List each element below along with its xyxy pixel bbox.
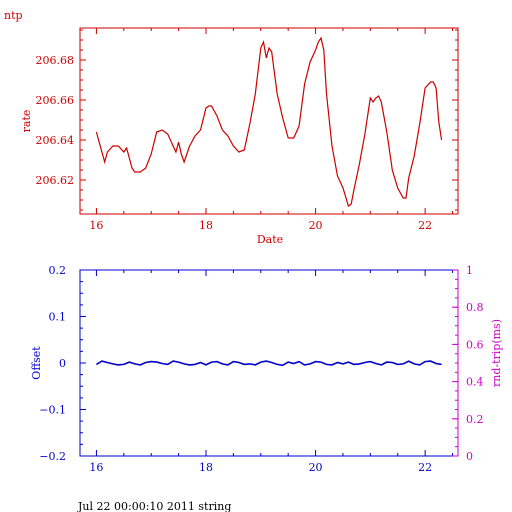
offset-ytick-label: −0.1 — [39, 404, 66, 417]
offset-ticks: 16 18 20 22 −0.2 −0.1 0 0.1 0.2 0 0.2 0.4 0.6 0.8 1 — [39, 264, 483, 474]
rate-xtick-label: 18 — [199, 219, 213, 232]
offset-ytick-label: 0.1 — [49, 311, 67, 324]
footer-timestamp: Jul 22 00:00:10 2011 string — [77, 500, 231, 512]
rate-chart: 16 18 20 22 206.62 206.64 206.66 206.68 Date ra… — [20, 27, 459, 246]
rate-xtick-label: 16 — [89, 219, 103, 232]
rate-ytick-label: 206.66 — [36, 94, 75, 107]
roundtrip-ytick-label: 0 — [466, 450, 473, 463]
rate-ylabel: rate — [20, 110, 33, 133]
offset-xtick-label: 18 — [199, 461, 213, 474]
rate-series-line — [95, 36, 443, 207]
offset-series-line — [95, 360, 442, 367]
offset-xtick-label: 16 — [89, 461, 103, 474]
offset-ytick-label: 0 — [59, 357, 66, 370]
offset-ytick-label: 0.2 — [49, 264, 67, 277]
rate-xtick-label: 22 — [418, 219, 432, 232]
offset-ylabel: Offset — [30, 346, 43, 380]
rate-ytick-label: 206.68 — [36, 54, 75, 67]
roundtrip-ytick-label: 0.2 — [466, 413, 484, 426]
roundtrip-ytick-label: 1 — [466, 264, 473, 277]
offset-xtick-label: 20 — [309, 461, 323, 474]
offset-xtick-label: 22 — [418, 461, 432, 474]
roundtrip-ytick-label: 0.4 — [466, 376, 484, 389]
roundtrip-ytick-label: 0.6 — [466, 338, 484, 351]
roundtrip-ylabel: rnd-trip(ms) — [490, 319, 503, 387]
roundtrip-ytick-label: 0.8 — [466, 301, 484, 314]
rate-xtick-label: 20 — [309, 219, 323, 232]
rate-plot-frame — [79, 27, 459, 215]
offset-chart: 16 18 20 22 −0.2 −0.1 0 0.1 0.2 0 0.2 0.4 0.6 0.8 1 Of… — [30, 264, 503, 474]
offset-plot-frame — [79, 269, 459, 457]
page-title: ntp — [4, 9, 23, 22]
rate-ytick-label: 206.62 — [36, 174, 75, 187]
offset-ytick-label: −0.2 — [39, 450, 66, 463]
rate-ticks: 16 18 20 22 206.62 206.64 206.66 206.68 — [36, 28, 458, 232]
rate-xlabel: Date — [257, 233, 283, 246]
rate-ytick-label: 206.64 — [36, 134, 75, 147]
